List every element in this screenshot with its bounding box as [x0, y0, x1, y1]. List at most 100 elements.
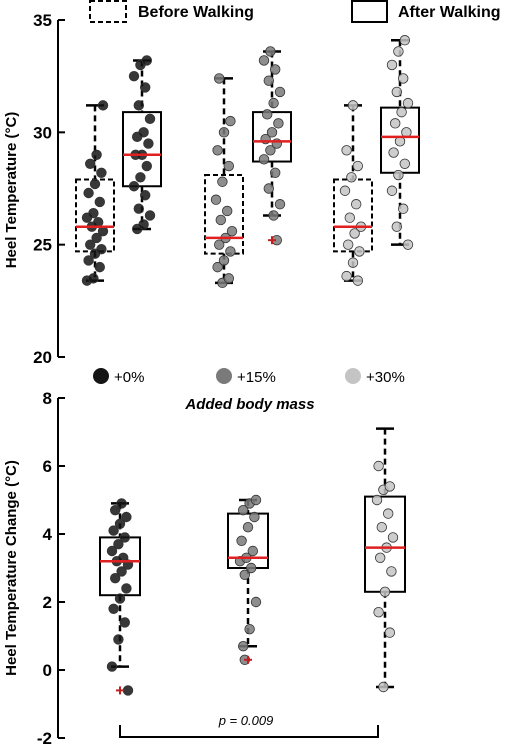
data-point [339, 185, 351, 196]
data-point [138, 219, 149, 230]
data-point [83, 255, 94, 266]
data-point [139, 190, 151, 201]
data-point [133, 100, 145, 111]
data-point [116, 566, 127, 577]
data-point [270, 167, 281, 178]
data-point [263, 183, 275, 194]
data-point [237, 641, 249, 652]
box-plus0pct-after [122, 55, 162, 235]
data-point [349, 228, 360, 239]
box-plus0pct [99, 498, 141, 696]
data-point [91, 232, 102, 244]
data-point [225, 115, 236, 127]
data-point [221, 205, 233, 217]
data-point [218, 127, 230, 138]
data-point [213, 239, 225, 250]
data-point [143, 138, 154, 149]
data-point [273, 118, 284, 129]
data-point [396, 106, 407, 118]
data-point [217, 176, 228, 187]
data-point [378, 681, 389, 693]
y-tick-label: 2 [43, 593, 52, 612]
legend-after-swatch [351, 0, 388, 23]
legend-before-label: Before Walking [138, 4, 254, 21]
y-tick-label: 30 [33, 123, 52, 142]
data-point [268, 210, 279, 221]
data-point [139, 82, 151, 93]
data-point [226, 225, 238, 237]
data-point [383, 508, 394, 519]
top-y-ticks: 20 25 30 35 [33, 11, 65, 367]
data-point [122, 685, 134, 696]
y-tick-label: 0 [43, 661, 52, 680]
data-point [84, 239, 96, 250]
data-point [91, 149, 102, 161]
data-point [144, 113, 156, 125]
data-point [83, 187, 94, 199]
data-point [135, 172, 146, 183]
data-point [106, 661, 118, 672]
top-y-axis-label: Heel Temperature (°C) [3, 112, 20, 269]
data-point [121, 583, 132, 594]
mass-legend-title: Added body mass [184, 396, 314, 413]
data-point [399, 35, 411, 46]
data-point [94, 261, 106, 273]
data-point [213, 73, 225, 84]
data-point [114, 518, 126, 530]
data-point [376, 522, 388, 533]
data-point [402, 239, 414, 250]
y-tick-label: 35 [33, 11, 52, 30]
data-point [391, 221, 403, 232]
data-point [341, 145, 352, 156]
legend-dot-15pct [216, 368, 232, 384]
legend-dot-30pct [345, 368, 361, 384]
data-point [398, 203, 409, 214]
data-point [223, 273, 235, 284]
data-point [399, 158, 411, 169]
box-iqr [252, 111, 292, 163]
data-point [128, 70, 140, 82]
data-point [373, 460, 384, 472]
data-point [347, 100, 359, 111]
data-point [249, 511, 260, 523]
data-point [119, 532, 131, 543]
data-point [97, 100, 109, 111]
data-point [210, 194, 222, 205]
legend-label-15pct: +15% [237, 369, 276, 386]
p-value-label: p = 0.009 [218, 713, 274, 728]
data-point [371, 494, 383, 506]
data-point [239, 569, 251, 581]
data-point [391, 86, 403, 98]
data-point [266, 127, 278, 138]
data-point [244, 624, 255, 635]
data-point [375, 552, 386, 564]
y-tick-label: 8 [43, 389, 52, 408]
box-plus15pct [227, 494, 269, 666]
top-boxes [75, 35, 420, 289]
data-point [245, 562, 257, 574]
data-point [141, 160, 153, 172]
box-plus15pct-after [252, 46, 292, 246]
data-point [387, 532, 399, 543]
data-point [225, 246, 236, 257]
legend-after-label: After Walking [398, 4, 501, 21]
data-point [262, 109, 273, 120]
data-point [121, 511, 132, 523]
data-point [386, 185, 398, 196]
y-tick-label: -2 [37, 729, 52, 745]
data-point [343, 239, 354, 250]
data-point [236, 535, 247, 547]
data-point [133, 203, 145, 214]
data-point [393, 46, 404, 57]
data-point [346, 172, 357, 183]
box-plus15pct-before [204, 73, 244, 289]
data-point [88, 208, 99, 219]
box-plus30pct-after [380, 35, 420, 250]
data-point [379, 586, 391, 598]
data-point [114, 593, 126, 604]
data-point [390, 118, 401, 129]
heel-temperature-change-chart: -2 0 2 4 6 8 Heel Temperature Change (°C) p =… [3, 389, 406, 745]
data-point [84, 158, 96, 169]
data-point [212, 145, 223, 156]
legend-label-30pct: +30% [366, 369, 405, 386]
